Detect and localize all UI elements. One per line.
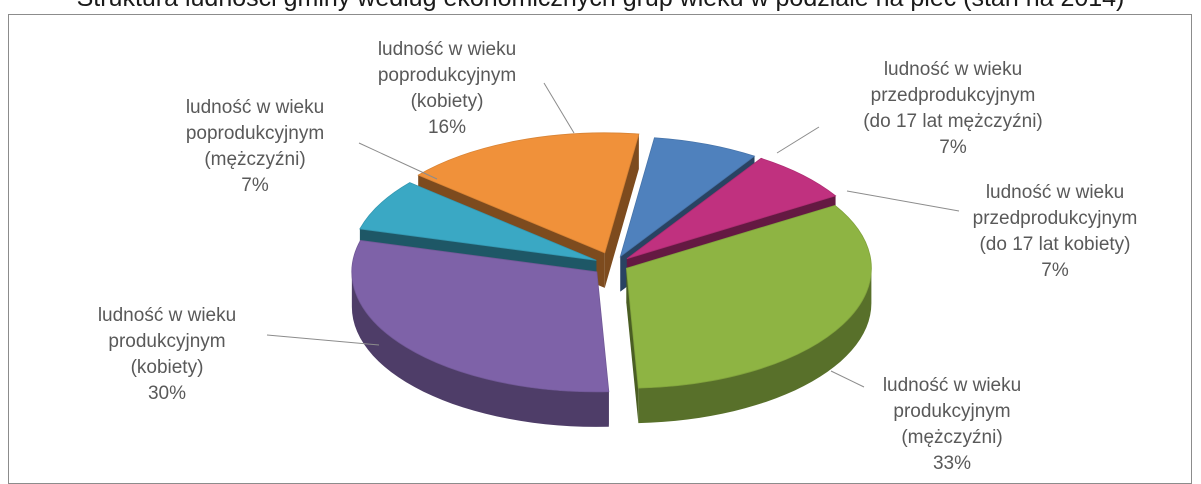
slice-label-1: ludność w wieku przedprodukcyjnym (do 17 l… bbox=[973, 182, 1138, 281]
leader-line-3 bbox=[266, 334, 380, 346]
pie-slice-5 bbox=[417, 132, 640, 254]
slice-label-line-3-2: (kobiety) bbox=[131, 357, 204, 378]
chart-title: Struktura ludności gminy według ekonomic… bbox=[0, 0, 1201, 13]
slice-labels-layer: ludność w wieku przedprodukcyjnym (do 17 l… bbox=[98, 39, 1138, 474]
leader-lines-layer bbox=[266, 82, 960, 388]
slice-label-line-2-2: (mężczyźni) bbox=[901, 427, 1002, 448]
slice-label-2: ludność w wieku produkcyjnym (mężczyźni) 33… bbox=[883, 375, 1021, 474]
slice-label-line-5-2: (kobiety) bbox=[411, 91, 484, 112]
leader-line-5 bbox=[543, 82, 575, 134]
chart-title-area: Struktura ludności gminy według ekonomic… bbox=[0, 0, 1201, 14]
slice-value-label-2: 33% bbox=[933, 453, 971, 474]
slice-value-label-1: 7% bbox=[1041, 260, 1069, 281]
leader-line-4 bbox=[358, 142, 438, 180]
chart-frame: ludność w wieku przedprodukcyjnym (do 17 l… bbox=[8, 14, 1192, 484]
slice-label-line-2-1: produkcyjnym bbox=[893, 401, 1010, 422]
pie-slice-1 bbox=[626, 157, 837, 260]
pie-tops-layer bbox=[351, 132, 872, 393]
pie-chart: ludność w wieku przedprodukcyjnym (do 17 l… bbox=[98, 39, 1138, 474]
slice-label-line-0-2: (do 17 lat mężczyźni) bbox=[863, 111, 1043, 132]
pie-slice-wall-2-1 bbox=[626, 268, 639, 424]
pie-slice-2 bbox=[625, 204, 872, 389]
slice-label-line-2-0: ludność w wieku bbox=[883, 375, 1021, 396]
slice-label-line-4-0: ludność w wieku bbox=[186, 97, 324, 118]
slice-label-line-1-0: ludność w wieku bbox=[986, 182, 1124, 203]
slice-label-line-4-2: (mężczyźni) bbox=[204, 149, 305, 170]
slice-label-line-4-1: poprodukcyjnym bbox=[186, 123, 324, 144]
pie-slice-4 bbox=[359, 182, 597, 261]
leader-line-1 bbox=[846, 190, 960, 212]
slice-label-0: ludność w wieku przedprodukcyjnym (do 17 l… bbox=[863, 59, 1043, 158]
slice-value-label-0: 7% bbox=[939, 137, 967, 158]
slice-label-line-5-1: poprodukcyjnym bbox=[378, 65, 516, 86]
leader-line-2 bbox=[830, 370, 865, 388]
slice-label-line-3-0: ludność w wieku bbox=[98, 305, 236, 326]
slice-value-label-3: 30% bbox=[148, 383, 186, 404]
slice-label-line-1-2: (do 17 lat kobiety) bbox=[979, 234, 1130, 255]
slice-label-4: ludność w wieku poprodukcyjnym (mężczyźni)… bbox=[186, 97, 324, 196]
pie-slice-0 bbox=[619, 137, 756, 258]
pie-slice-side-3-0 bbox=[351, 271, 609, 427]
slice-label-line-0-1: przedprodukcyjnym bbox=[871, 85, 1036, 106]
slice-label-line-3-1: produkcyjnym bbox=[108, 331, 225, 352]
pie-slice-3 bbox=[351, 239, 610, 393]
slice-label-line-0-0: ludność w wieku bbox=[884, 59, 1022, 80]
slice-value-label-4: 7% bbox=[241, 175, 269, 196]
slice-label-line-5-0: ludność w wieku bbox=[378, 39, 516, 60]
leader-line-0 bbox=[776, 126, 820, 154]
slice-label-line-1-1: przedprodukcyjnym bbox=[973, 208, 1138, 229]
slice-value-label-5: 16% bbox=[428, 117, 466, 138]
pie-slice-wall-5-1 bbox=[604, 134, 639, 288]
slice-label-3: ludność w wieku produkcyjnym (kobiety) 30% bbox=[98, 305, 236, 404]
pie-slice-side-2-0 bbox=[638, 268, 872, 424]
slice-label-5: ludność w wieku poprodukcyjnym (kobiety) 16… bbox=[378, 39, 516, 138]
